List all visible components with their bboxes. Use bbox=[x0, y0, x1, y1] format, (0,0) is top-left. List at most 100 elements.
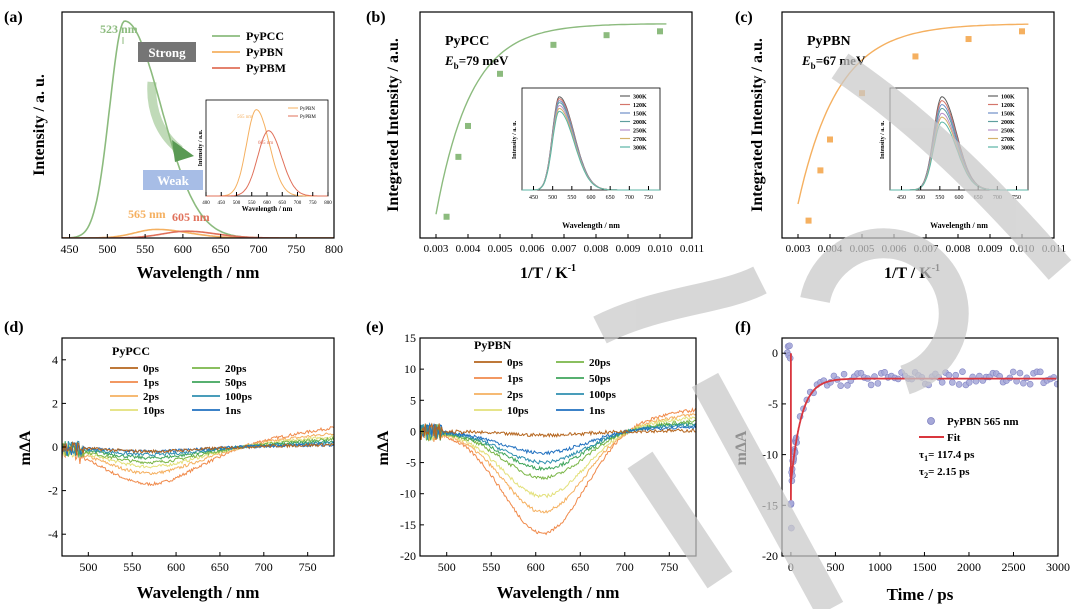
panel-b-x-tick-label: 0.003 bbox=[424, 243, 449, 255]
panel-f-point bbox=[867, 381, 875, 389]
panel-e-legend-label-0ps: 0ps bbox=[507, 357, 524, 369]
panel-b-inset-x-tick-label: 500 bbox=[548, 195, 557, 201]
panel-f-y-tick-label: -10 bbox=[762, 448, 778, 462]
panel-d-legend: 0ps 1ps 2ps 10ps 20ps 50ps 100ps 1ns bbox=[110, 363, 253, 417]
panel-b: (b) 0.003 0.004 0.005 0.006 0.007 0.008 0.009 0… bbox=[366, 9, 704, 282]
panel-f-tau2: τ2= 2.15 ps bbox=[919, 466, 970, 480]
panel-a-x-tick-label: 500 bbox=[98, 242, 116, 256]
panel-f-x-tick-label: 2000 bbox=[957, 560, 981, 574]
panel-f-x-tick-label: 1500 bbox=[912, 560, 936, 574]
panel-e-line-0ps bbox=[420, 422, 696, 441]
panel-a-inset-label-565: 565 nm bbox=[237, 115, 252, 120]
panel-c-point bbox=[827, 136, 833, 143]
panel-a-x-tick-label: 650 bbox=[212, 242, 230, 256]
panel-e-line-1ns bbox=[420, 422, 696, 456]
panel-d-y-tick-label: 4 bbox=[52, 353, 58, 367]
panel-a-inset-x-tick-label: 400 bbox=[202, 201, 210, 206]
panel-c-inset-legend-label-6: 300K bbox=[1001, 146, 1015, 152]
panel-f-xticks: 0 500 1000 1500 2000 2500 3000 bbox=[788, 552, 1070, 574]
panel-d-yticks: -4 -2 0 2 4 bbox=[48, 353, 66, 541]
panel-a-x-tick-label: 750 bbox=[287, 242, 305, 256]
panel-d-y-tick-label: -2 bbox=[48, 484, 58, 498]
panel-d-x-tick-label: 700 bbox=[255, 560, 273, 574]
panel-e-x-tick-label: 500 bbox=[438, 560, 456, 574]
panel-d-x-tick-label: 500 bbox=[79, 560, 97, 574]
panel-f-x-tick-label: 500 bbox=[826, 560, 844, 574]
panel-c-point bbox=[805, 217, 812, 224]
panel-b-x-tick-label: 0.005 bbox=[488, 243, 513, 255]
panel-a-weak-text: Weak bbox=[157, 173, 190, 188]
panel-f-point bbox=[1036, 368, 1044, 376]
panel-a-legend-label-PyPBM: PyPBM bbox=[246, 61, 286, 75]
panel-c-point bbox=[912, 53, 919, 60]
panel-b-label: (b) bbox=[366, 9, 386, 26]
panel-f-point bbox=[844, 381, 851, 389]
panel-a-weak-box bbox=[143, 170, 203, 190]
panel-e-x-tick-label: 750 bbox=[660, 560, 678, 574]
panel-f-point bbox=[1016, 369, 1024, 377]
panel-a-line-PyPBN bbox=[62, 228, 334, 238]
panel-b-inset-legend-label-3: 200K bbox=[633, 120, 647, 126]
watermark-stroke-4 bbox=[691, 372, 844, 609]
panel-a-peak-565: 565 nm bbox=[128, 207, 166, 221]
panel-b-point bbox=[603, 32, 610, 39]
watermark-stroke-3 bbox=[800, 228, 969, 395]
panel-d-legend-label-100ps: 100ps bbox=[225, 391, 253, 403]
panel-d-y-tick-label: -4 bbox=[48, 527, 58, 541]
panel-a-arrow bbox=[147, 81, 183, 154]
panel-f-point bbox=[857, 369, 865, 377]
panel-a-x-tick-label: 550 bbox=[136, 242, 154, 256]
panel-c-inset-legend-label-3: 200K bbox=[1001, 120, 1015, 126]
panel-c-point bbox=[965, 36, 972, 43]
panel-f-point bbox=[952, 371, 960, 379]
panel-e-y-tick-label: 0 bbox=[410, 424, 416, 438]
panel-b-x-tick-label: 0.007 bbox=[552, 243, 577, 255]
panel-d-legend-label-50ps: 50ps bbox=[225, 377, 247, 389]
panel-b-fit-line bbox=[435, 23, 667, 215]
panel-b-xlabel: 1/T / K-1 bbox=[520, 263, 576, 282]
panel-e-xticks: 500 550 600 650 700 750 bbox=[438, 552, 678, 574]
panel-a-legend-label-PyPBN: PyPBN bbox=[246, 45, 284, 59]
panel-e-series bbox=[420, 407, 696, 536]
panel-b-title: PyPCC bbox=[445, 34, 489, 49]
panel-b-point bbox=[465, 122, 471, 129]
panel-b-inset-legend-label-4: 250K bbox=[633, 129, 647, 135]
panel-b-inset-legend-label-6: 300K bbox=[633, 146, 647, 152]
panel-a-inset: 400 450 500 550 600 650 700 750 800 Wavelength /… bbox=[198, 99, 332, 213]
panel-d-legend-label-1ps: 1ps bbox=[143, 377, 160, 389]
panel-a-strong-text: Strong bbox=[148, 45, 186, 60]
panel-f-point bbox=[1053, 380, 1058, 388]
panel-f-legend-points: PyPBN 565 nm bbox=[947, 416, 1019, 428]
panel-f-point bbox=[965, 379, 973, 386]
panel-e-x-tick-label: 550 bbox=[482, 560, 500, 574]
panel-f-legend-marker bbox=[927, 417, 935, 425]
panel-a-xlabel: Wavelength / nm bbox=[137, 263, 260, 282]
panel-b-inset-x-tick-label: 450 bbox=[529, 195, 538, 201]
panel-b-inset-legend-label-5: 270K bbox=[633, 137, 647, 143]
panel-e-y-tick-label: 5 bbox=[410, 393, 416, 407]
panel-d-x-tick-label: 600 bbox=[167, 560, 185, 574]
panel-b-xlabel-main: 1/T / K bbox=[520, 265, 568, 282]
panel-b-x-tick-label: 0.004 bbox=[456, 243, 481, 255]
watermark-stroke-1 bbox=[593, 266, 767, 344]
panel-f-xlabel: Time / ps bbox=[887, 585, 954, 604]
panel-a-x-tick-label: 700 bbox=[249, 242, 267, 256]
panel-d-frame bbox=[61, 337, 335, 557]
panel-e-xlabel: Wavelength / nm bbox=[497, 583, 620, 602]
panel-a-inset-ylabel: Intensity / a.u. bbox=[198, 129, 204, 166]
panel-f-x-tick-label: 3000 bbox=[1046, 560, 1070, 574]
panel-e-legend-label-50ps: 50ps bbox=[589, 373, 611, 385]
panel-d-x-tick-label: 650 bbox=[211, 560, 229, 574]
panel-b-x-tick-label: 0.009 bbox=[616, 243, 641, 255]
panel-f-point bbox=[786, 342, 793, 350]
panel-a-inset-x-tick-label: 550 bbox=[248, 201, 256, 206]
panel-d-series bbox=[62, 426, 334, 487]
panel-d-line-10ps bbox=[62, 435, 334, 469]
panel-c-point bbox=[1019, 28, 1025, 35]
panel-f-y-tick-label: 0 bbox=[772, 346, 778, 360]
panel-d-y-tick-label: 2 bbox=[52, 396, 58, 410]
panel-e-legend-label-10ps: 10ps bbox=[507, 405, 529, 417]
panel-c-inset-legend-label-5: 270K bbox=[1001, 137, 1015, 143]
panel-d-ylabel: mΔA bbox=[17, 430, 34, 465]
panel-b-inset-xlabel: Wavelength / nm bbox=[562, 221, 620, 230]
